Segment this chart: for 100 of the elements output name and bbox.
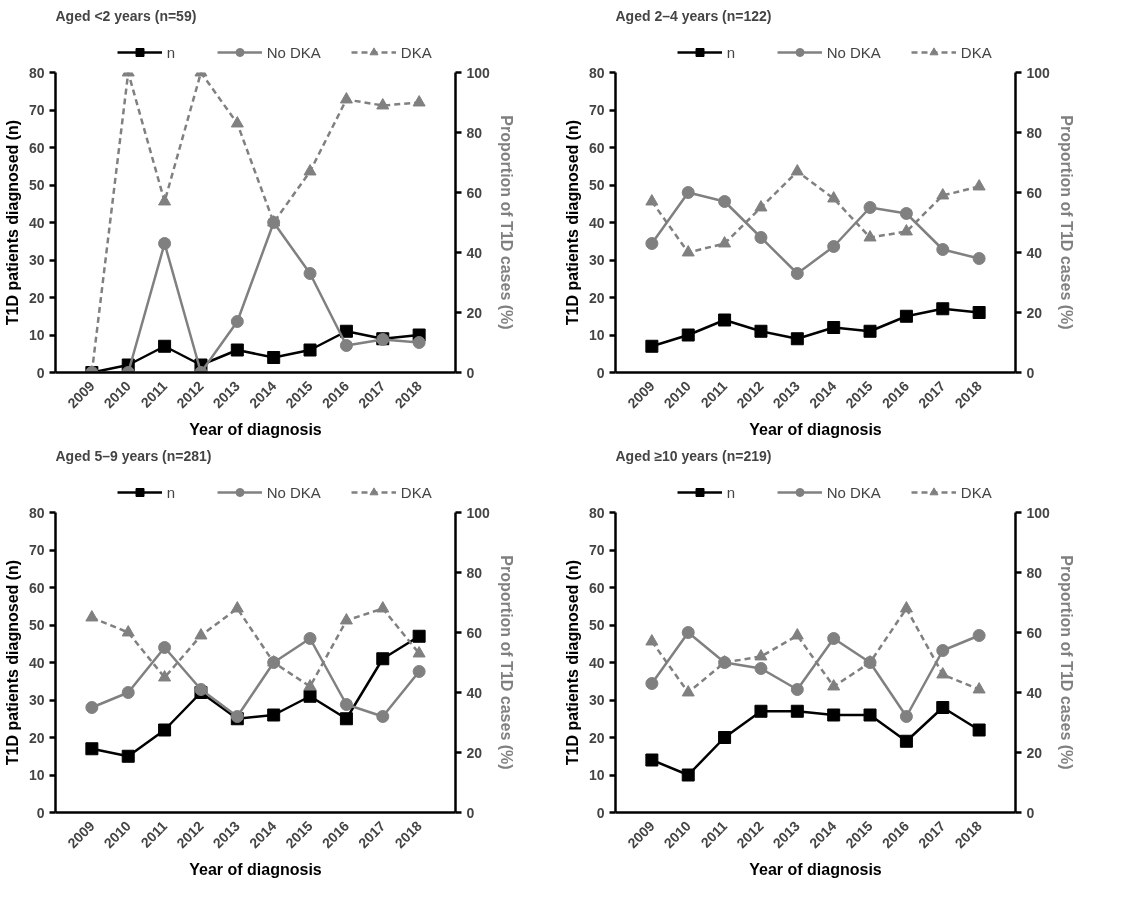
y2-tick-label: 100: [466, 504, 491, 521]
y-tick-label: 10: [28, 327, 45, 343]
point: [936, 302, 950, 316]
y-tick-label: 80: [28, 64, 45, 81]
point: [230, 343, 244, 357]
chart-title: Aged <2 years (n=59): [55, 7, 197, 24]
y-tick-label: 40: [28, 214, 45, 231]
point: [412, 336, 426, 349]
legend-label: No DKA: [826, 483, 881, 501]
point: [899, 309, 913, 323]
chart-title: Aged ≥10 years (n=219): [615, 447, 772, 464]
y2-tick-label: 80: [466, 124, 483, 141]
point: [681, 245, 695, 257]
legend-label: DKA: [960, 43, 992, 61]
point: [158, 237, 172, 250]
point: [827, 632, 841, 645]
point: [681, 328, 695, 342]
x-axis-title: Year of diagnosis: [189, 860, 322, 878]
y2-tick-label: 20: [466, 304, 483, 321]
y2-tick-label: 40: [1026, 684, 1043, 701]
point: [412, 665, 426, 678]
point: [158, 194, 172, 206]
point: [754, 649, 768, 661]
point: [790, 683, 804, 696]
point: [645, 753, 659, 767]
point: [790, 704, 804, 718]
point: [121, 749, 135, 763]
y-tick-label: 20: [588, 289, 605, 306]
x-axis-title: Year of diagnosis: [749, 420, 882, 438]
point: [718, 313, 732, 327]
y-tick-label: 40: [588, 654, 605, 671]
y-tick-label: 10: [588, 767, 605, 783]
y-tick-label: 30: [28, 252, 45, 268]
point: [645, 194, 659, 206]
point: [158, 670, 172, 682]
y-axis-title: T1D patients diagnosed (n): [3, 119, 21, 326]
y2-tick-label: 40: [1026, 244, 1043, 261]
y2-axis-title: Proportion of T1D cases (%): [497, 555, 515, 770]
y-tick-label: 20: [588, 729, 605, 746]
legend-label: n: [166, 483, 176, 501]
point: [339, 339, 353, 352]
point: [972, 629, 986, 642]
point: [267, 351, 281, 364]
point: [936, 667, 950, 679]
y-tick-label: 10: [28, 767, 45, 783]
y-tick-label: 0: [36, 364, 45, 381]
point: [827, 708, 841, 722]
y-tick-label: 0: [36, 804, 45, 821]
point: [303, 689, 317, 703]
y-tick-label: 30: [28, 692, 45, 708]
y-tick-label: 70: [28, 102, 45, 118]
y-tick-label: 80: [588, 64, 605, 81]
point: [303, 267, 317, 280]
y-tick-label: 60: [588, 579, 605, 596]
x-axis-title: Year of diagnosis: [749, 860, 882, 878]
point: [85, 742, 99, 756]
y-tick-label: 50: [28, 177, 45, 193]
point: [158, 641, 172, 654]
point: [754, 662, 768, 675]
y-tick-label: 20: [28, 289, 45, 306]
y-tick-label: 80: [28, 504, 45, 521]
point: [376, 652, 390, 666]
point: [754, 704, 768, 718]
point: [681, 186, 695, 199]
point: [936, 243, 950, 256]
point: [303, 679, 317, 691]
point: [85, 701, 99, 714]
y-tick-label: 70: [588, 542, 605, 558]
point: [645, 339, 659, 353]
x-axis-title: Year of diagnosis: [189, 420, 322, 438]
y2-tick-label: 100: [1026, 64, 1051, 81]
y2-tick-label: 60: [466, 624, 483, 641]
point: [681, 626, 695, 639]
y-tick-label: 40: [28, 654, 45, 671]
y-tick-label: 80: [588, 504, 605, 521]
point: [339, 712, 353, 726]
point: [754, 200, 768, 212]
y2-tick-label: 80: [466, 564, 483, 581]
point: [230, 315, 244, 328]
point: [339, 698, 353, 711]
y2-tick-label: 0: [1026, 804, 1035, 821]
point: [303, 632, 317, 645]
point: [936, 644, 950, 657]
y-tick-label: 40: [588, 214, 605, 231]
legend-label: No DKA: [826, 43, 881, 61]
legend-label: No DKA: [266, 483, 321, 501]
point: [121, 625, 135, 637]
point: [718, 236, 732, 248]
y-tick-label: 10: [588, 327, 605, 343]
y2-tick-label: 40: [466, 684, 483, 701]
point: [230, 601, 244, 613]
y2-tick-label: 20: [1026, 744, 1043, 761]
point: [303, 164, 317, 176]
point: [85, 610, 99, 622]
y2-tick-label: 100: [466, 64, 491, 81]
point: [827, 191, 841, 203]
point: [754, 324, 768, 338]
point: [972, 723, 986, 737]
y-tick-label: 60: [28, 139, 45, 156]
y-tick-label: 60: [588, 139, 605, 156]
